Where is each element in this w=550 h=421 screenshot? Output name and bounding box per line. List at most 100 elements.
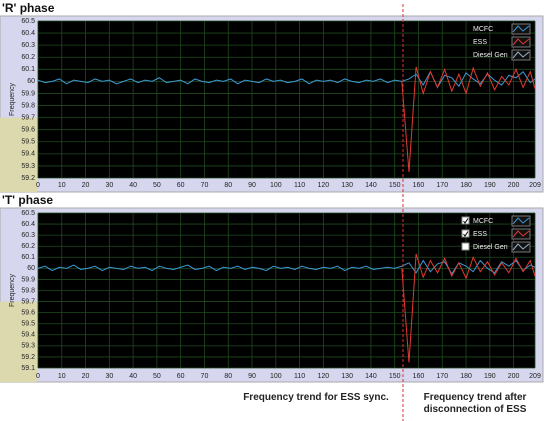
- y-tick-label: 59.2: [21, 175, 35, 182]
- x-tick-label: 209: [529, 373, 541, 380]
- x-tick-label: 100: [270, 373, 282, 380]
- x-tick-label: 90: [248, 373, 256, 380]
- x-tick-label: 160: [413, 373, 425, 380]
- x-tick-label: 70: [201, 182, 209, 189]
- x-tick-label: 170: [436, 182, 448, 189]
- legend-label: ESS: [473, 231, 487, 238]
- annotation: Frequency trend for ESS sync.: [243, 392, 389, 403]
- x-tick-label: 150: [389, 373, 401, 380]
- x-tick-label: 10: [58, 182, 66, 189]
- legend-line: [512, 217, 530, 225]
- y-tick-label: 60.1: [21, 254, 35, 261]
- x-tick-label: 0: [36, 182, 40, 189]
- series-line: [401, 253, 536, 363]
- legend-label: Diesel Gen: [473, 52, 508, 59]
- x-tick-label: 30: [105, 182, 113, 189]
- legend-line: [512, 230, 530, 238]
- y-axis-label: Frequency: [9, 273, 16, 307]
- x-tick-label: 120: [318, 373, 330, 380]
- y-tick-label: 59.6: [21, 127, 35, 134]
- x-tick-label: 130: [341, 182, 353, 189]
- y-tick-label: 59.7: [21, 298, 35, 305]
- x-tick-label: 190: [484, 182, 496, 189]
- y-tick-label: 59.1: [21, 365, 35, 372]
- y-tick-label: 59.2: [21, 354, 35, 361]
- legend-label: MCFC: [473, 26, 493, 33]
- x-tick-label: 90: [248, 182, 256, 189]
- y-tick-label: 59.9: [21, 90, 35, 97]
- x-tick-label: 50: [153, 182, 161, 189]
- x-tick-label: 70: [201, 373, 209, 380]
- y-axis-label: Frequency: [9, 82, 16, 116]
- x-tick-label: 30: [105, 373, 113, 380]
- x-tick-label: 180: [460, 373, 472, 380]
- x-tick-label: 170: [436, 373, 448, 380]
- panel-lower: [0, 301, 37, 382]
- x-tick-label: 180: [460, 182, 472, 189]
- x-tick-label: 80: [224, 182, 232, 189]
- x-tick-label: 20: [82, 182, 90, 189]
- x-tick-label: 110: [294, 182, 305, 189]
- chart-title: 'R' phase: [2, 1, 55, 15]
- y-tick-label: 60.3: [21, 232, 35, 239]
- y-tick-label: 59.8: [21, 102, 35, 109]
- y-tick-label: 60: [27, 265, 35, 272]
- x-tick-label: 100: [270, 182, 282, 189]
- x-tick-label: 209: [529, 182, 541, 189]
- y-tick-label: 60.3: [21, 42, 35, 49]
- series-line: [37, 70, 536, 89]
- x-tick-label: 80: [224, 373, 232, 380]
- y-tick-label: 60: [27, 78, 35, 85]
- x-tick-label: 200: [508, 373, 520, 380]
- series-line: [401, 66, 536, 172]
- y-tick-label: 59.7: [21, 114, 35, 121]
- x-tick-label: 130: [341, 373, 353, 380]
- legend-line: [512, 25, 530, 33]
- y-tick-label: 59.3: [21, 163, 35, 170]
- x-tick-label: 140: [365, 373, 377, 380]
- y-tick-label: 60.4: [21, 221, 35, 228]
- x-tick-label: 120: [318, 182, 330, 189]
- legend-label: MCFC: [473, 218, 493, 225]
- panel-lower: [0, 117, 37, 192]
- y-tick-label: 59.9: [21, 276, 35, 283]
- chart-title: 'T' phase: [2, 193, 53, 207]
- y-tick-label: 59.5: [21, 139, 35, 146]
- y-tick-label: 59.6: [21, 309, 35, 316]
- y-tick-label: 60.4: [21, 30, 35, 37]
- y-tick-label: 60.2: [21, 243, 35, 250]
- y-tick-label: 60.5: [21, 210, 35, 217]
- x-tick-label: 0: [36, 373, 40, 380]
- x-tick-label: 50: [153, 373, 161, 380]
- series-line: [37, 259, 536, 275]
- legend-label: Diesel Gen: [473, 244, 508, 251]
- legend-checkbox: [461, 242, 470, 251]
- legend-line: [512, 243, 530, 251]
- y-tick-label: 59.3: [21, 343, 35, 350]
- legend-check: [463, 231, 469, 237]
- x-tick-label: 60: [177, 373, 185, 380]
- y-tick-label: 59.5: [21, 321, 35, 328]
- legend-check: [463, 218, 469, 224]
- annotation: Frequency trend after disconnection of E…: [423, 392, 527, 415]
- x-tick-label: 190: [484, 373, 496, 380]
- y-tick-label: 60.1: [21, 66, 35, 73]
- legend-label: ESS: [473, 39, 487, 46]
- x-tick-label: 160: [413, 182, 425, 189]
- legend-line: [512, 51, 530, 59]
- legend-checkbox: [461, 229, 470, 238]
- x-tick-label: 40: [129, 182, 137, 189]
- x-tick-label: 140: [365, 182, 377, 189]
- y-tick-label: 59.4: [21, 151, 35, 158]
- x-tick-label: 20: [82, 373, 90, 380]
- x-tick-label: 150: [389, 182, 401, 189]
- legend-checkbox: [461, 216, 470, 225]
- y-tick-label: 59.4: [21, 332, 35, 339]
- x-tick-label: 60: [177, 182, 185, 189]
- x-tick-label: 10: [58, 373, 66, 380]
- y-tick-label: 60.2: [21, 54, 35, 61]
- x-tick-label: 200: [508, 182, 520, 189]
- y-tick-label: 60.5: [21, 18, 35, 25]
